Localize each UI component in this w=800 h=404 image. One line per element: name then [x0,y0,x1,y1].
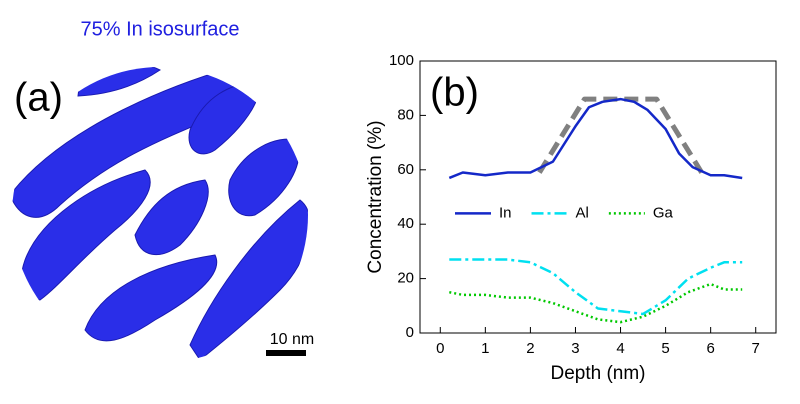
panel-label: (a) [14,76,63,120]
y-tick-label: 40 [397,215,414,232]
legend-label: In [499,204,512,221]
x-tick-label: 6 [706,340,714,357]
series-line [449,258,743,316]
legend-label: Al [576,204,589,221]
isosurface [12,67,308,361]
y-tick-label: 0 [406,324,414,341]
y-tick-label: 100 [389,52,414,69]
y-tick-label: 60 [397,161,414,178]
scale-bar [266,350,306,356]
y-tick-label: 80 [397,106,414,123]
panel-label: (b) [430,71,479,115]
y-tick-label: 20 [397,270,414,287]
x-tick-label: 4 [616,340,624,357]
series-line [448,97,743,180]
x-tick-label: 1 [481,340,489,357]
x-tick-label: 0 [436,340,444,357]
x-tick-label: 7 [752,340,760,357]
panel-title: 75% In isosurface [81,18,240,40]
x-axis-label: Depth (nm) [550,363,645,384]
series-line [537,96,704,174]
x-tick-label: 5 [661,340,669,357]
series-line [449,282,743,324]
x-tick-label: 3 [571,340,579,357]
plot-frame [419,60,777,334]
x-tick-label: 2 [526,340,534,357]
y-axis-label: Concentration (%) [365,120,386,273]
scale-bar-label: 10 nm [270,331,314,348]
legend-label: Ga [653,204,674,221]
